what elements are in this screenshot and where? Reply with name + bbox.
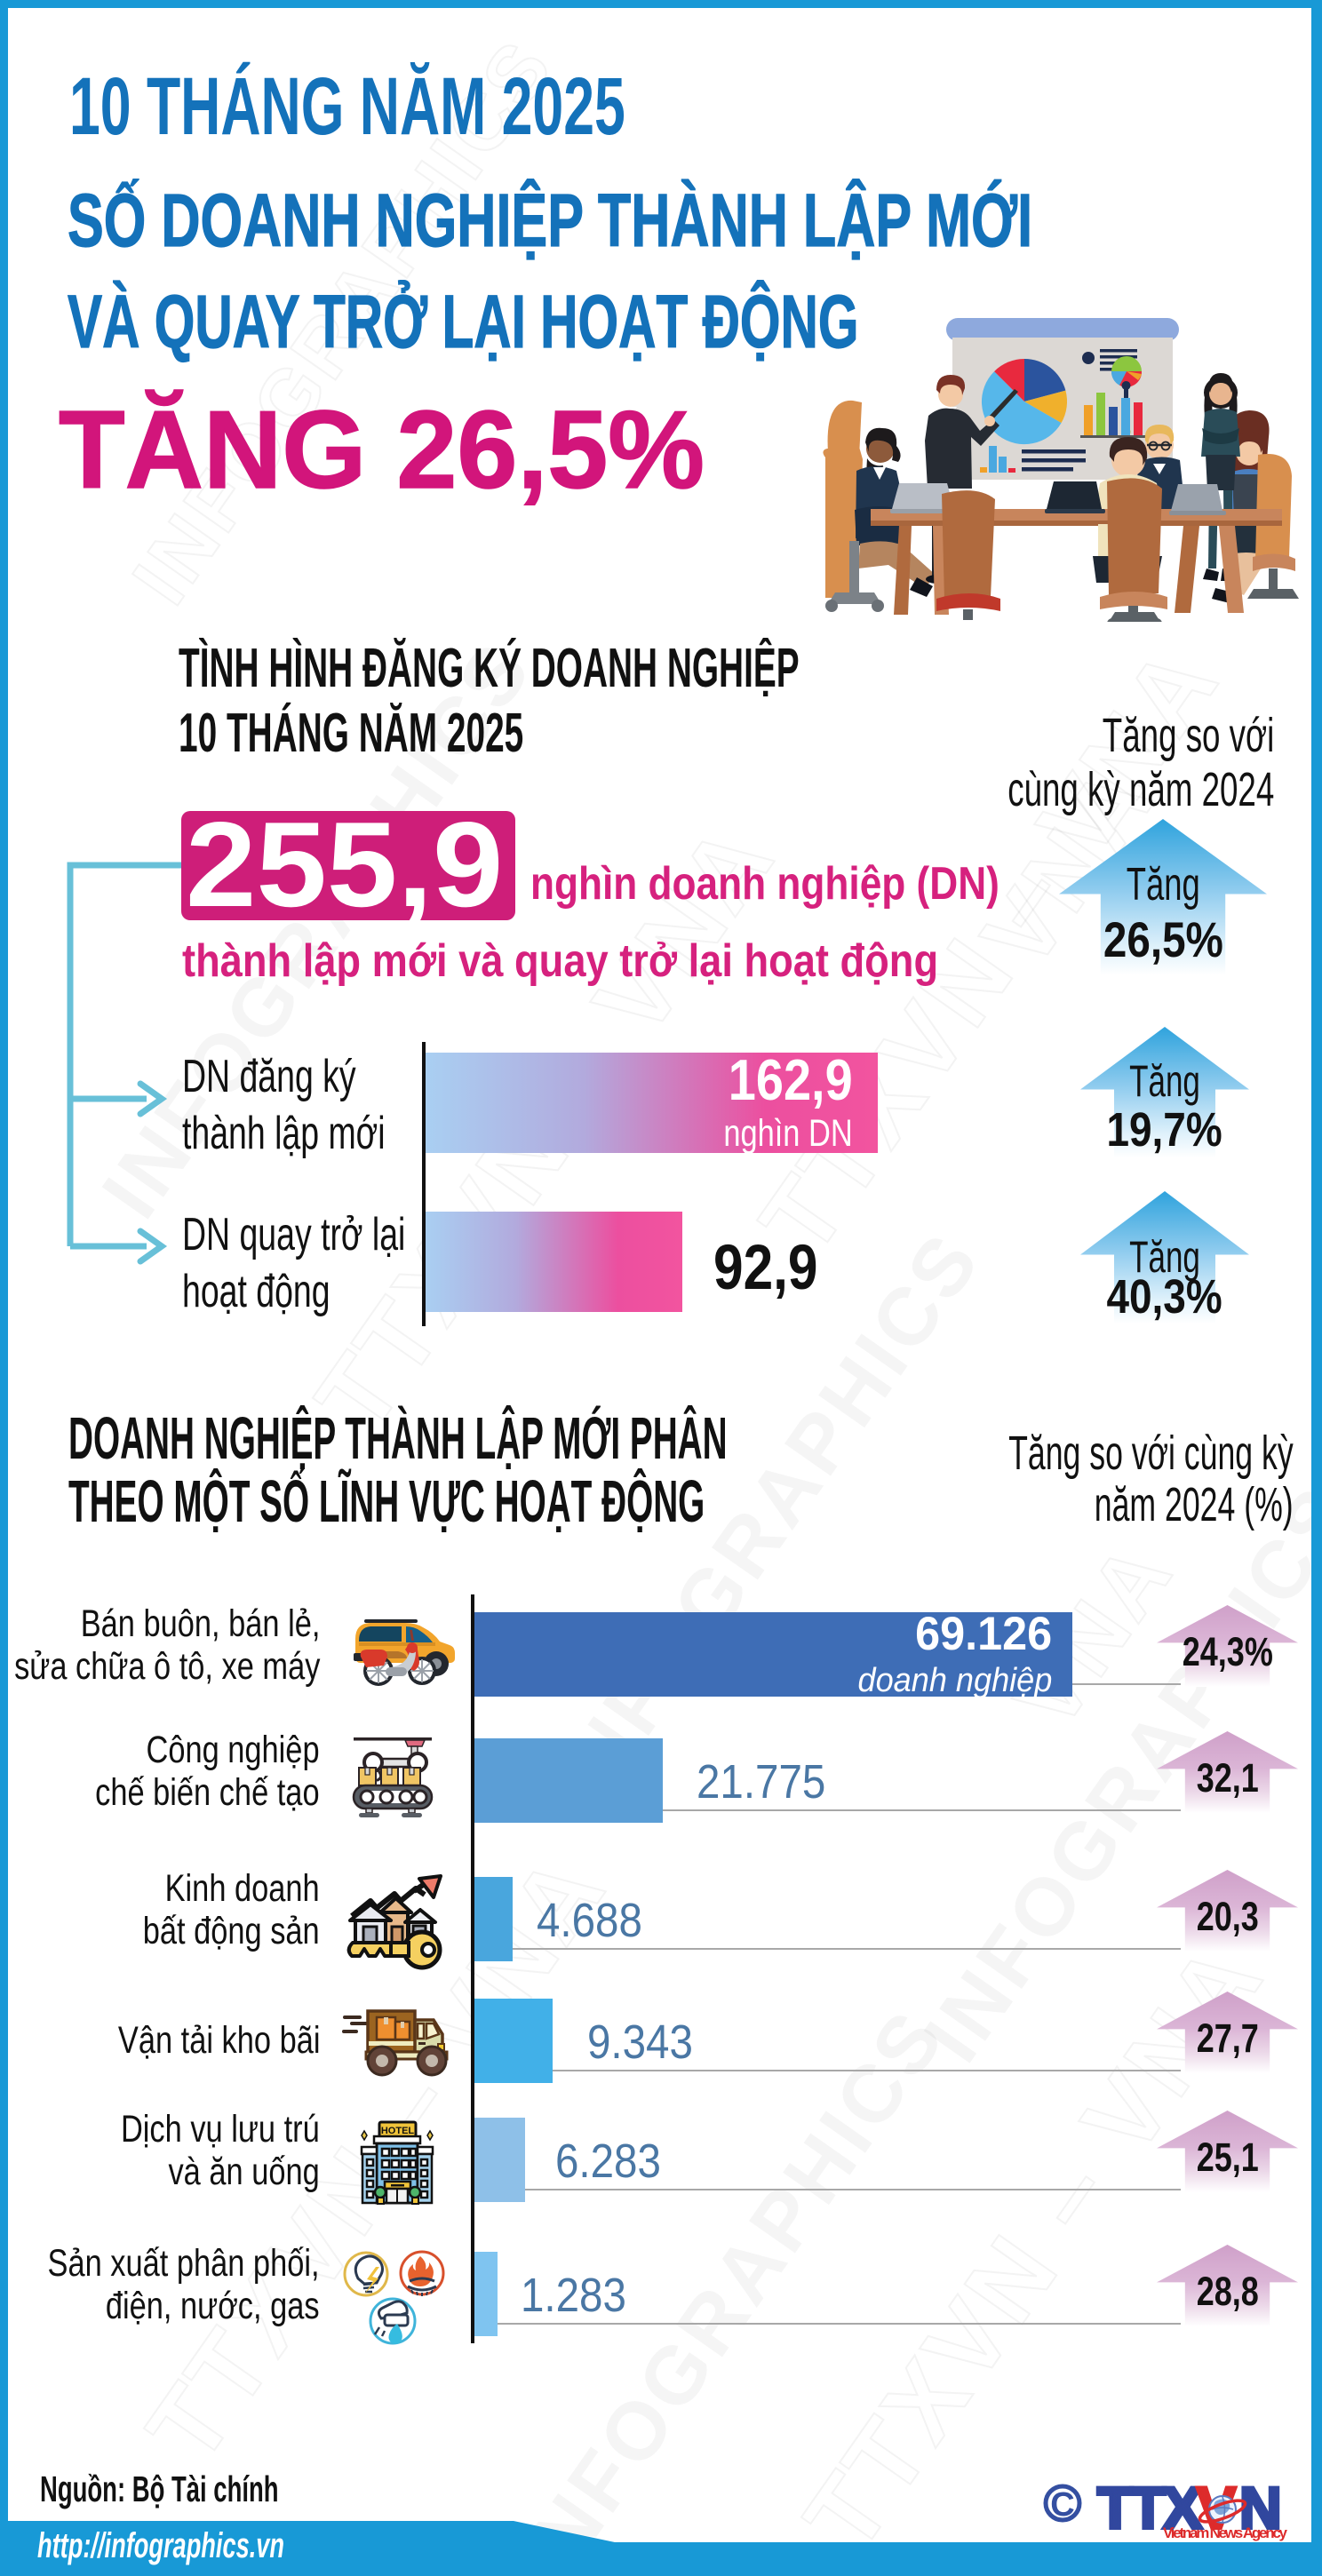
svg-text:N: N bbox=[1239, 2475, 1282, 2540]
svg-text:Vietnam News Agency: Vietnam News Agency bbox=[1163, 2524, 1288, 2541]
svg-text:HOTEL: HOTEL bbox=[381, 2126, 415, 2136]
svg-text:C: C bbox=[1050, 2486, 1074, 2524]
svg-text:TTX: TTX bbox=[1097, 2475, 1202, 2540]
